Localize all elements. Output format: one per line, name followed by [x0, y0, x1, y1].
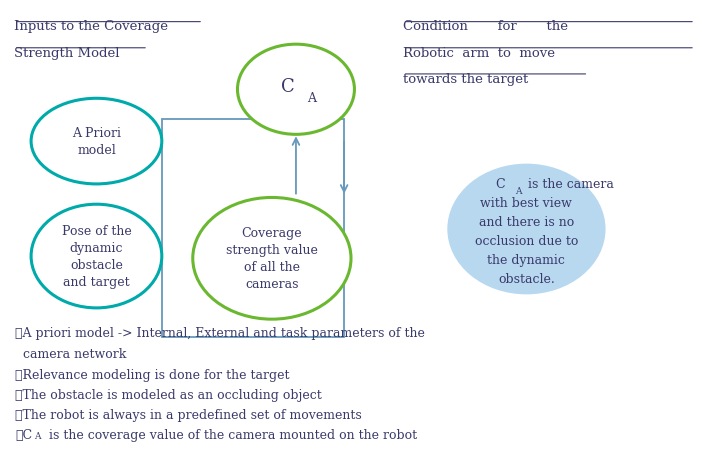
- Text: A Priori
model: A Priori model: [72, 127, 121, 157]
- Text: C: C: [496, 178, 505, 191]
- Text: A: A: [515, 186, 521, 196]
- Ellipse shape: [31, 205, 162, 308]
- Text: A: A: [307, 92, 316, 105]
- Text: C: C: [281, 78, 295, 95]
- Text: ✓The obstacle is modeled as an occluding object: ✓The obstacle is modeled as an occluding…: [15, 388, 322, 401]
- Text: occlusion due to: occlusion due to: [475, 235, 578, 248]
- Text: with best view: with best view: [480, 197, 572, 210]
- Text: Condition       for       the: Condition for the: [403, 20, 568, 34]
- Text: Strength Model: Strength Model: [14, 46, 119, 59]
- Text: camera network: camera network: [15, 347, 126, 360]
- Text: the dynamic: the dynamic: [487, 254, 565, 267]
- Text: is the camera: is the camera: [524, 178, 614, 191]
- Text: Inputs to the Coverage: Inputs to the Coverage: [14, 20, 168, 34]
- Text: ✓The robot is always in a predefined set of movements: ✓The robot is always in a predefined set…: [15, 408, 362, 421]
- Ellipse shape: [447, 164, 606, 295]
- Ellipse shape: [237, 45, 355, 135]
- Text: Coverage
strength value
of all the
cameras: Coverage strength value of all the camer…: [226, 227, 318, 291]
- Text: Robotic  arm  to  move: Robotic arm to move: [403, 46, 555, 59]
- Text: ✓Relevance modeling is done for the target: ✓Relevance modeling is done for the targ…: [15, 368, 290, 381]
- Text: Pose of the
dynamic
obstacle
and target: Pose of the dynamic obstacle and target: [62, 224, 131, 288]
- Text: A: A: [34, 431, 41, 440]
- Ellipse shape: [193, 198, 351, 319]
- Text: ✓A priori model -> Internal, External and task parameters of the: ✓A priori model -> Internal, External an…: [15, 326, 425, 339]
- Text: is the coverage value of the camera mounted on the robot: is the coverage value of the camera moun…: [41, 428, 418, 441]
- Text: obstacle.: obstacle.: [498, 273, 555, 285]
- Text: towards the target: towards the target: [403, 73, 528, 85]
- Ellipse shape: [31, 99, 162, 185]
- Text: and there is no: and there is no: [479, 216, 574, 229]
- Text: ✓C: ✓C: [15, 428, 32, 441]
